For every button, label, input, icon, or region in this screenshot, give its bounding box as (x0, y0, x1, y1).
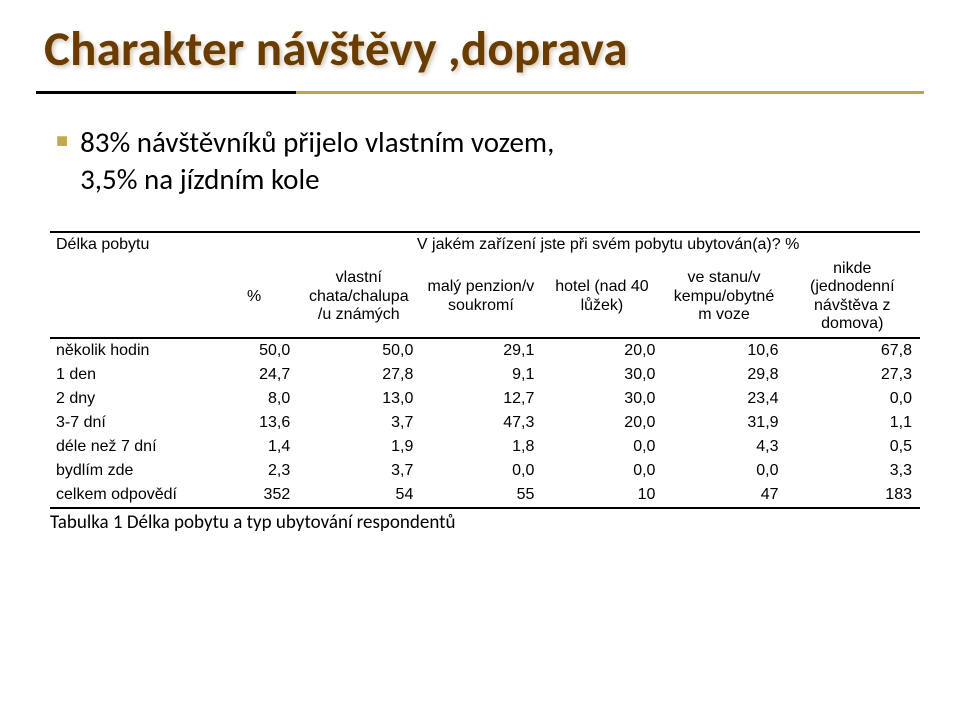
cell: 12,7 (421, 387, 542, 411)
table-superheader-row: Délka pobytu V jakém zařízení jste při s… (50, 232, 920, 257)
bullet-line1: 83% návštěvníků přijelo vlastním vozem, (80, 124, 554, 160)
table-row: 1 den 24,7 27,8 9,1 30,0 29,8 27,3 (50, 363, 920, 387)
divider-left (36, 91, 296, 94)
cell: 9,1 (421, 363, 542, 387)
table-totals-row: celkem odpovědí 352 54 55 10 47 183 (50, 483, 920, 508)
cell: 67,8 (787, 338, 920, 363)
table-caption: Tabulka 1 Délka pobytu a typ ubytování r… (0, 509, 960, 534)
cell: 55 (421, 483, 542, 508)
cell: 4,3 (663, 435, 786, 459)
cell: 0,5 (787, 435, 920, 459)
cell: 29,8 (663, 363, 786, 387)
table-row: 2 dny 8,0 13,0 12,7 30,0 23,4 0,0 (50, 387, 920, 411)
cell: 13,6 (212, 411, 298, 435)
header-c2: malý penzion/v soukromí (421, 257, 542, 338)
cell: 10,6 (663, 338, 786, 363)
table-row: bydlím zde 2,3 3,7 0,0 0,0 0,0 3,3 (50, 459, 920, 483)
bullet-text: 83% návštěvníků přijelo vlastním vozem, … (80, 124, 554, 197)
header-c3: hotel (nad 40 lůžek) (542, 257, 663, 338)
cell: 20,0 (542, 338, 663, 363)
header-c5: nikde (jednodenní návštěva z domova) (787, 257, 920, 338)
divider-right (296, 91, 924, 94)
row-label: 3-7 dní (50, 411, 212, 435)
data-table: Délka pobytu V jakém zařízení jste při s… (50, 231, 920, 509)
cell: 29,1 (421, 338, 542, 363)
row-label: celkem odpovědí (50, 483, 212, 508)
cell: 0,0 (787, 387, 920, 411)
cell: 1,4 (212, 435, 298, 459)
title-text: Charakter návštěvy ,doprava (44, 19, 628, 79)
bullet-item: ■ 83% návštěvníků přijelo vlastním vozem… (56, 124, 910, 197)
cell: 27,3 (787, 363, 920, 387)
row-label: déle než 7 dní (50, 435, 212, 459)
row-label: několik hodin (50, 338, 212, 363)
cell: 54 (298, 483, 421, 508)
header-pct: % (212, 257, 298, 338)
cell: 47 (663, 483, 786, 508)
cell: 3,3 (787, 459, 920, 483)
content-area: ■ 83% návštěvníků přijelo vlastním vozem… (0, 94, 960, 197)
cell: 3,7 (298, 459, 421, 483)
cell: 10 (542, 483, 663, 508)
row-label: 2 dny (50, 387, 212, 411)
table-header-row: % vlastní chata/chalupa /u známých malý … (50, 257, 920, 338)
row-label: 1 den (50, 363, 212, 387)
cell: 50,0 (298, 338, 421, 363)
table-row: déle než 7 dní 1,4 1,9 1,8 0,0 4,3 0,5 (50, 435, 920, 459)
cell: 24,7 (212, 363, 298, 387)
header-c4: ve stanu/v kempu/obytné m voze (663, 257, 786, 338)
cell: 20,0 (542, 411, 663, 435)
table-wrap: Délka pobytu V jakém zařízení jste při s… (50, 231, 920, 509)
cell: 30,0 (542, 363, 663, 387)
cell: 1,8 (421, 435, 542, 459)
cell: 2,3 (212, 459, 298, 483)
slide: Charakter návštěvy ,doprava ■ 83% návště… (0, 0, 960, 716)
superheader-right: V jakém zařízení jste při svém pobytu ub… (298, 232, 920, 257)
header-empty (50, 257, 212, 338)
cell: 13,0 (298, 387, 421, 411)
cell: 1,9 (298, 435, 421, 459)
cell: 27,8 (298, 363, 421, 387)
title-divider (36, 91, 924, 94)
table-body: několik hodin 50,0 50,0 29,1 20,0 10,6 6… (50, 338, 920, 508)
cell: 0,0 (542, 459, 663, 483)
table-row: několik hodin 50,0 50,0 29,1 20,0 10,6 6… (50, 338, 920, 363)
cell: 31,9 (663, 411, 786, 435)
bullet-square-icon: ■ (56, 124, 68, 158)
cell: 3,7 (298, 411, 421, 435)
superheader-left: Délka pobytu (50, 232, 298, 257)
cell: 50,0 (212, 338, 298, 363)
cell: 183 (787, 483, 920, 508)
cell: 47,3 (421, 411, 542, 435)
table-row: 3-7 dní 13,6 3,7 47,3 20,0 31,9 1,1 (50, 411, 920, 435)
row-label: bydlím zde (50, 459, 212, 483)
cell: 352 (212, 483, 298, 508)
cell: 23,4 (663, 387, 786, 411)
title-area: Charakter návštěvy ,doprava (0, 0, 960, 85)
bullet-line2: 3,5% na jízdním kole (80, 161, 319, 197)
cell: 1,1 (787, 411, 920, 435)
header-c1: vlastní chata/chalupa /u známých (298, 257, 421, 338)
cell: 0,0 (663, 459, 786, 483)
cell: 30,0 (542, 387, 663, 411)
cell: 0,0 (421, 459, 542, 483)
cell: 8,0 (212, 387, 298, 411)
slide-title: Charakter návštěvy ,doprava (44, 24, 924, 75)
cell: 0,0 (542, 435, 663, 459)
